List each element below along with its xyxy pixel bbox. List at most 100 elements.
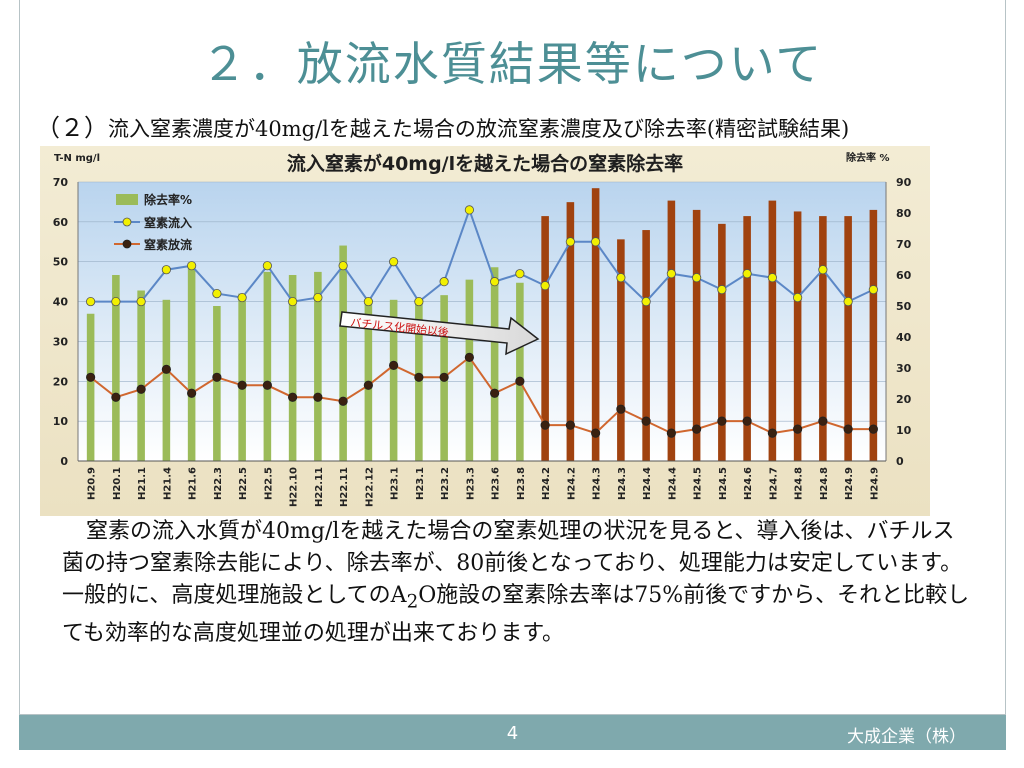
legend-label-removal-rate: 除去率% — [144, 192, 192, 207]
x-tick-label: H24.9 — [869, 467, 880, 500]
plot-area — [78, 182, 886, 461]
point-outflow — [591, 428, 601, 438]
y-axis-left-label: T-N mg/l — [54, 153, 100, 164]
paragraph-2-part-a: 一般的に、高度処理施設としてのA — [62, 583, 407, 608]
bar — [743, 216, 751, 461]
x-tick-label: H23.8 — [516, 467, 527, 500]
bar — [389, 299, 398, 461]
legend-label-inflow: 窒素流入 — [144, 215, 192, 230]
point-inflow — [616, 273, 626, 283]
bar — [591, 188, 600, 461]
bar — [112, 275, 120, 461]
section-number: （２） — [36, 114, 108, 142]
x-tick-label: H21.4 — [162, 467, 173, 500]
point-inflow — [868, 285, 878, 295]
paragraph-2-subscript: 2 — [406, 591, 419, 613]
paragraph-2: 一般的に、高度処理施設としてのA2O施設の窒素除去率は75%前後ですから、それと… — [62, 580, 972, 650]
arrow-shape — [339, 311, 540, 356]
point-outflow — [363, 380, 373, 390]
point-outflow — [515, 376, 525, 386]
bar — [263, 271, 272, 461]
point-inflow — [641, 296, 651, 307]
point-inflow — [439, 277, 449, 287]
point-outflow — [288, 392, 298, 402]
point-inflow — [742, 269, 752, 279]
bar — [213, 306, 221, 461]
bar — [288, 275, 297, 461]
x-tick-label: H23.1 — [415, 467, 426, 500]
point-outflow — [868, 424, 878, 434]
x-tick-label: H22.5 — [263, 467, 274, 500]
legend-marker-outflow — [122, 239, 132, 249]
section-subtitle: （２）流入窒素濃度が40mg/lを越えた場合の放流窒素濃度及び除去率(精密試験結… — [36, 108, 849, 143]
bar — [314, 271, 322, 461]
x-tick-label: H22.12 — [364, 467, 375, 507]
point-inflow — [237, 292, 247, 303]
point-outflow — [843, 424, 853, 434]
y-tick-right: 80 — [896, 207, 912, 220]
point-outflow — [136, 384, 146, 394]
point-inflow — [767, 273, 777, 283]
point-inflow — [86, 296, 96, 307]
x-tick-label: H24.2 — [566, 467, 577, 500]
point-inflow — [515, 269, 525, 279]
point-outflow — [313, 392, 323, 402]
bar — [137, 290, 145, 461]
bar — [187, 262, 196, 461]
bar — [86, 313, 95, 461]
x-tick-label: H22.3 — [213, 467, 224, 500]
point-outflow — [692, 424, 702, 434]
point-inflow — [793, 292, 803, 303]
point-inflow — [363, 296, 373, 307]
point-inflow — [591, 237, 601, 247]
point-inflow — [136, 296, 146, 307]
y-tick-right: 50 — [896, 300, 912, 313]
x-tick-label: H23.6 — [491, 467, 502, 500]
bar — [490, 267, 499, 461]
point-outflow — [414, 372, 424, 382]
y-tick-right: 30 — [896, 362, 912, 375]
chart-svg: 0 10 20 30 40 50 60 70 0 10 20 30 40 50 60 70 80 90 H20.9 H… — [40, 146, 930, 516]
point-inflow — [692, 273, 702, 283]
x-tick-label: H24.7 — [768, 467, 779, 500]
x-tick-label: H22.11 — [314, 467, 325, 507]
point-outflow — [111, 392, 121, 402]
point-outflow — [641, 416, 651, 426]
x-tick-label: H24.3 — [592, 467, 603, 500]
x-tick-label: H24.8 — [819, 467, 830, 500]
bar — [339, 245, 347, 461]
point-outflow — [439, 372, 449, 382]
paragraph-2-part-b: O施設の窒素除去率は75%前後ですから、それと比較しても効率的な高度処理並の処理… — [62, 583, 970, 647]
y-tick-right: 70 — [896, 238, 912, 251]
point-inflow — [843, 296, 853, 307]
bar — [768, 200, 777, 461]
page-number: 4 — [506, 723, 519, 744]
point-inflow — [540, 281, 550, 291]
y-tick-right: 40 — [896, 331, 912, 344]
footer-bar: 4 大成企業（株） — [19, 715, 1006, 750]
x-tick-label: H24.3 — [617, 467, 628, 500]
point-outflow — [818, 416, 828, 426]
y-tick-right: 10 — [896, 424, 912, 437]
bar — [364, 299, 373, 461]
point-outflow — [464, 352, 474, 362]
point-inflow — [414, 296, 424, 307]
legend-marker-inflow — [122, 217, 132, 227]
chart: 0 10 20 30 40 50 60 70 0 10 20 30 40 50 60 70 80 90 H20.9 H… — [40, 146, 930, 516]
point-outflow — [212, 372, 222, 382]
point-inflow — [389, 257, 399, 267]
body-text: 窒素の流入水質が40mg/lを越えた場合の窒素処理の状況を見ると、導入後は、バチ… — [62, 516, 972, 650]
page-title: ２．放流水質結果等について — [200, 37, 824, 91]
point-outflow — [565, 420, 575, 430]
x-tick-label: H24.5 — [718, 467, 729, 500]
point-inflow — [717, 285, 727, 295]
point-inflow — [313, 292, 323, 303]
bar — [516, 282, 524, 461]
bar — [238, 293, 246, 461]
y-tick-right: 20 — [896, 393, 912, 406]
bar — [869, 209, 878, 461]
x-tick-label: H22.10 — [289, 467, 300, 507]
y-tick-right: 90 — [896, 176, 912, 189]
point-outflow — [490, 388, 500, 398]
x-tick-label: H24.2 — [541, 467, 552, 500]
